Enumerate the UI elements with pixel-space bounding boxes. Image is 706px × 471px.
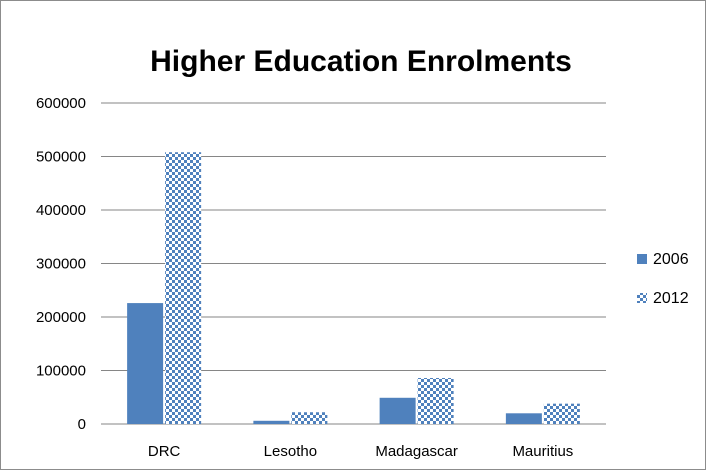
y-tick-label: 200000 [36, 309, 86, 326]
y-tick-label: 400000 [36, 202, 86, 219]
bar-2012-drc [165, 152, 202, 424]
bar-2006-madagascar [379, 397, 416, 424]
legend-label-2006: 2006 [653, 251, 689, 268]
x-tick-label: Mauritius [512, 443, 573, 460]
y-tick-label: 0 [78, 416, 86, 433]
x-axis-ticks: DRC Lesotho Madagascar Mauritius [148, 443, 573, 460]
chart-title: Higher Education Enrolments [150, 45, 572, 78]
x-tick-label: DRC [148, 443, 181, 460]
x-tick-label: Lesotho [264, 443, 317, 460]
legend: 2006 2012 [637, 251, 689, 307]
legend-label-2012: 2012 [653, 290, 689, 307]
bar-2006-lesotho [253, 420, 290, 424]
bars [127, 152, 580, 424]
bar-2012-madagascar [417, 377, 454, 424]
bar-2012-lesotho [291, 412, 328, 424]
y-tick-label: 600000 [36, 95, 86, 112]
y-axis-ticks: 0 100000 200000 300000 400000 500000 600000 [36, 95, 86, 433]
bar-2012-mauritius [543, 403, 580, 424]
legend-swatch-2006 [637, 254, 647, 264]
y-tick-label: 100000 [36, 363, 86, 380]
x-tick-label: Madagascar [375, 443, 458, 460]
bar-2006-drc [127, 303, 164, 424]
y-tick-label: 300000 [36, 256, 86, 273]
legend-swatch-2012 [637, 293, 647, 303]
y-tick-label: 500000 [36, 149, 86, 166]
bar-2006-mauritius [505, 413, 542, 424]
